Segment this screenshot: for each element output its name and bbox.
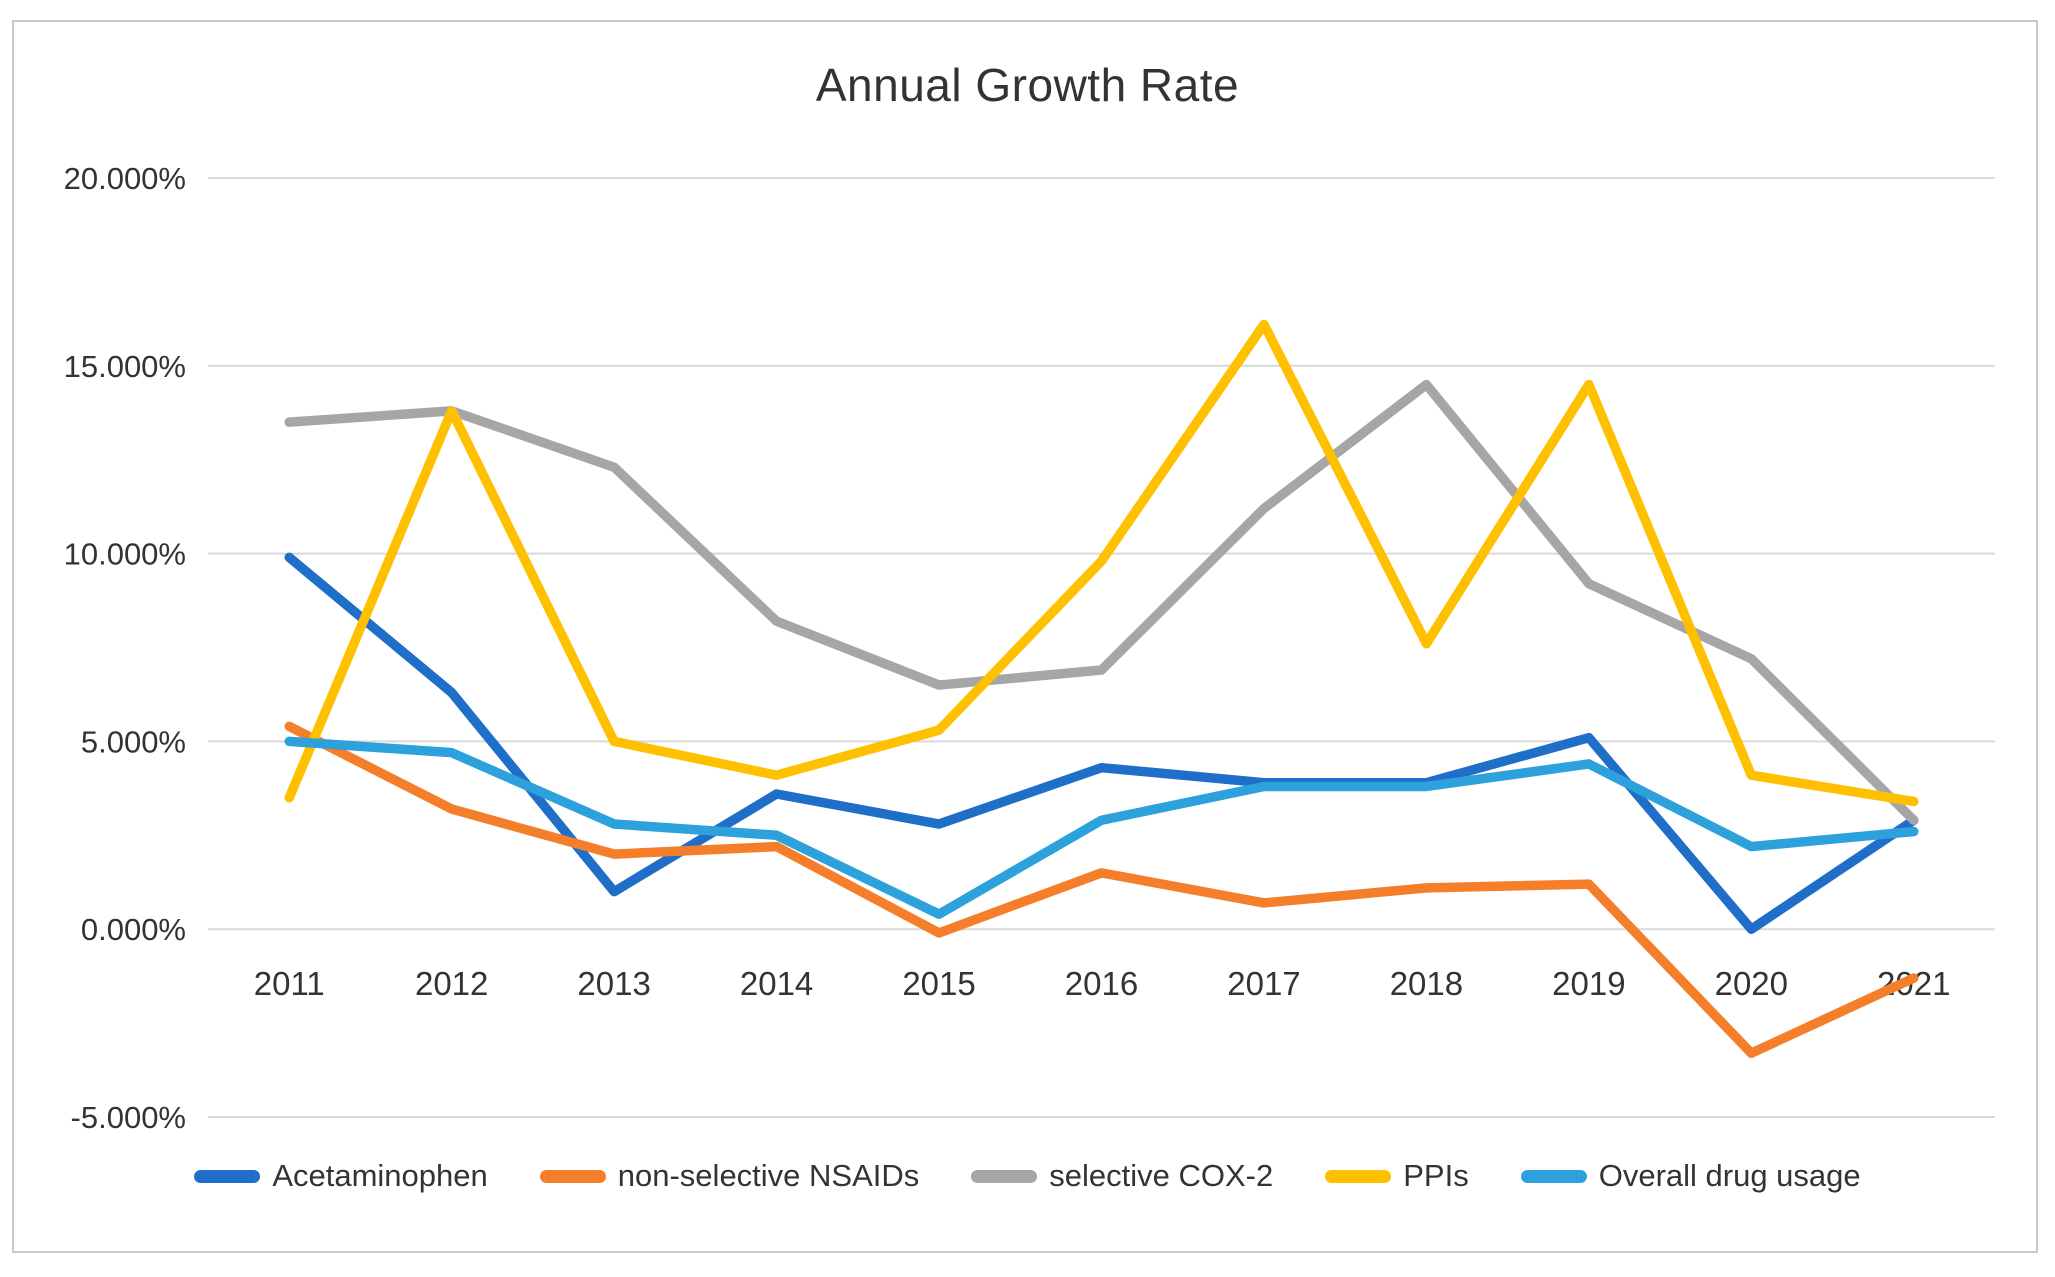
y-axis-tick-label: 20.000% xyxy=(64,161,186,196)
x-axis-tick-label: 2016 xyxy=(1065,965,1138,1002)
legend-label: Overall drug usage xyxy=(1598,1158,1861,1193)
chart-title: Annual Growth Rate xyxy=(815,59,1240,111)
series-line-non-selective-nsaids xyxy=(284,721,1919,1058)
legend-item-ppis: PPIs xyxy=(1325,1158,1469,1194)
legend-label: selective COX-2 xyxy=(1049,1158,1274,1193)
legend-swatch xyxy=(194,1169,261,1183)
legend-label: PPIs xyxy=(1403,1158,1469,1193)
legend-item-non-selective-nsaids: non-selective NSAIDs xyxy=(539,1158,920,1194)
legend-swatch xyxy=(1325,1169,1392,1183)
x-axis-tick-label: 2020 xyxy=(1715,965,1788,1002)
x-axis-tick-label: 2017 xyxy=(1227,965,1300,1002)
x-axis-tick-label: 2012 xyxy=(415,965,488,1002)
chart-legend: Acetaminophen non-selective NSAIDs selecti… xyxy=(0,1158,2055,1194)
x-axis-tick-label: 2013 xyxy=(577,965,650,1002)
x-axis-tick-label: 2015 xyxy=(902,965,975,1002)
x-axis-tick-label: 2014 xyxy=(740,965,813,1002)
y-axis-tick-label: 0.000% xyxy=(81,912,186,947)
y-axis-tick-label: 10.000% xyxy=(64,537,186,572)
legend-label: non-selective NSAIDs xyxy=(617,1158,920,1193)
series-line-acetaminophen xyxy=(284,552,1919,934)
series-line-overall-drug-usage xyxy=(284,736,1919,919)
legend-swatch xyxy=(1520,1169,1587,1183)
legend-item-overall-drug-usage: Overall drug usage xyxy=(1520,1158,1861,1194)
y-axis-tick-label: -5.000% xyxy=(71,1100,186,1135)
x-axis-tick-label: 2018 xyxy=(1390,965,1463,1002)
legend-label: Acetaminophen xyxy=(272,1158,488,1193)
x-axis-tick-label: 2019 xyxy=(1552,965,1625,1002)
legend-item-acetaminophen: Acetaminophen xyxy=(194,1158,488,1194)
legend-item-selective-cox-2: selective COX-2 xyxy=(971,1158,1273,1194)
legend-swatch xyxy=(539,1169,606,1183)
y-axis-tick-label: 5.000% xyxy=(81,724,186,759)
x-axis-tick-label: 2021 xyxy=(1877,965,1950,1002)
series-line-ppis xyxy=(284,319,1919,807)
x-axis-tick-label: 2011 xyxy=(254,965,325,1002)
legend-swatch xyxy=(971,1169,1038,1183)
series-line-selective-cox-2 xyxy=(284,379,1919,826)
y-axis-tick-label: 15.000% xyxy=(64,349,186,384)
